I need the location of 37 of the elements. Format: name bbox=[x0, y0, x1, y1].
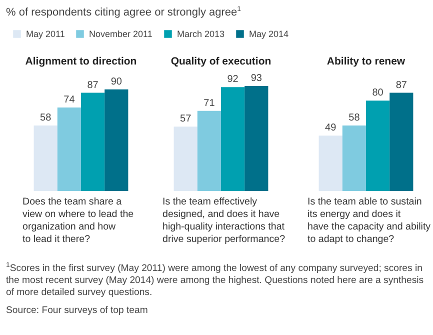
data-label: 87 bbox=[396, 79, 408, 90]
bar bbox=[197, 110, 221, 191]
chart-title: Alignment to direction bbox=[25, 55, 137, 68]
bar bbox=[221, 86, 245, 191]
bar bbox=[342, 125, 366, 191]
x-axis-title: Is the team able to sustain its energy and does it have the capacity and ability to adapt to change? bbox=[308, 196, 431, 245]
data-label: 71 bbox=[204, 97, 216, 108]
chart-title: Quality of execution bbox=[170, 55, 272, 68]
data-label: 92 bbox=[227, 74, 239, 85]
legend-label: May 2011 bbox=[26, 28, 65, 39]
x-axis-title: Does the team share a view on where to lead the organization and how to lead it there? bbox=[22, 196, 134, 245]
legend-label: March 2013 bbox=[177, 28, 225, 39]
chart-title: Ability to renew bbox=[326, 55, 406, 68]
source-note: Source: Four surveys of top team bbox=[6, 304, 149, 317]
data-label: 49 bbox=[325, 122, 337, 134]
data-label: 80 bbox=[372, 87, 384, 98]
text: $^{1}$Scores in the first survey (May 2011) were among the lowest of any company surveyed; scores in the most recent survey (May 2014) were among the highest. Questions noted here are a synthesis of more detailed survey questions. bbox=[6, 262, 425, 300]
data-label: 58 bbox=[40, 112, 52, 124]
bar bbox=[174, 126, 198, 191]
legend-label: May 2014 bbox=[249, 28, 289, 39]
bar bbox=[104, 89, 128, 191]
data-label: 90 bbox=[110, 76, 122, 88]
bar bbox=[390, 92, 414, 191]
chart-subtitle: % of respondents citing agree or strongly agree$^{1}$ bbox=[6, 6, 242, 19]
bar bbox=[318, 135, 342, 191]
data-label: 87 bbox=[87, 79, 99, 90]
bar bbox=[244, 86, 268, 191]
data-label: 74 bbox=[64, 94, 76, 106]
legend-label: November 2011 bbox=[89, 28, 152, 39]
data-label: 57 bbox=[180, 113, 192, 124]
bar bbox=[81, 92, 105, 191]
bar bbox=[34, 125, 58, 191]
x-axis-title: Is the team effectively designed, and does it have high-quality interactions that drive superior performance? bbox=[162, 196, 286, 245]
bar bbox=[57, 107, 81, 191]
data-label: 58 bbox=[348, 112, 360, 124]
bar bbox=[366, 100, 390, 191]
data-label: 93 bbox=[250, 72, 262, 84]
